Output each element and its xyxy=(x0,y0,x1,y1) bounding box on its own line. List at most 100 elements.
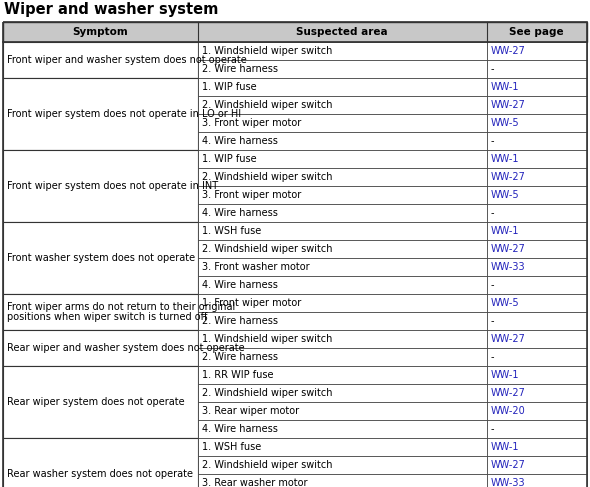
Bar xyxy=(3,366,198,438)
Text: WW-27: WW-27 xyxy=(490,100,526,110)
Bar xyxy=(487,312,587,330)
Bar xyxy=(487,186,587,204)
Text: 1. Windshield wiper switch: 1. Windshield wiper switch xyxy=(202,334,332,344)
Bar xyxy=(198,222,487,240)
Bar xyxy=(487,240,587,258)
Bar xyxy=(487,384,587,402)
Bar xyxy=(487,420,587,438)
Text: 3. Rear washer motor: 3. Rear washer motor xyxy=(202,478,307,487)
Text: 3. Rear wiper motor: 3. Rear wiper motor xyxy=(202,406,299,416)
Bar xyxy=(198,96,487,114)
Text: WW-20: WW-20 xyxy=(490,406,525,416)
Bar xyxy=(198,420,487,438)
Text: WW-1: WW-1 xyxy=(490,154,519,164)
Bar xyxy=(487,78,587,96)
Text: WW-5: WW-5 xyxy=(490,190,519,200)
Bar xyxy=(3,294,198,330)
Text: 4. Wire harness: 4. Wire harness xyxy=(202,136,278,146)
Text: 4. Wire harness: 4. Wire harness xyxy=(202,424,278,434)
Text: 1. WIP fuse: 1. WIP fuse xyxy=(202,154,257,164)
Text: 3. Front wiper motor: 3. Front wiper motor xyxy=(202,190,301,200)
Bar xyxy=(487,474,587,487)
Text: 2. Windshield wiper switch: 2. Windshield wiper switch xyxy=(202,172,333,182)
Text: 4. Wire harness: 4. Wire harness xyxy=(202,280,278,290)
Bar xyxy=(198,456,487,474)
Text: Rear wiper and washer system does not operate: Rear wiper and washer system does not op… xyxy=(7,343,245,353)
Bar xyxy=(198,78,487,96)
Bar xyxy=(198,438,487,456)
Bar xyxy=(487,114,587,132)
Text: Wiper and washer system: Wiper and washer system xyxy=(4,2,218,17)
Text: WW-27: WW-27 xyxy=(490,46,526,56)
Text: WW-27: WW-27 xyxy=(490,388,526,398)
Text: WW-1: WW-1 xyxy=(490,82,519,92)
Bar xyxy=(198,330,487,348)
Bar xyxy=(487,294,587,312)
Text: Symptom: Symptom xyxy=(73,27,129,37)
Text: WW-1: WW-1 xyxy=(490,226,519,236)
Bar xyxy=(198,366,487,384)
Bar xyxy=(198,42,487,60)
Bar xyxy=(487,456,587,474)
Text: Front washer system does not operate: Front washer system does not operate xyxy=(7,253,195,263)
Text: 2. Windshield wiper switch: 2. Windshield wiper switch xyxy=(202,244,333,254)
Text: WW-5: WW-5 xyxy=(490,298,519,308)
Text: 2. Windshield wiper switch: 2. Windshield wiper switch xyxy=(202,100,333,110)
Bar xyxy=(487,168,587,186)
Text: -: - xyxy=(490,208,494,218)
Bar xyxy=(198,474,487,487)
Bar xyxy=(198,60,487,78)
Text: 3. Front washer motor: 3. Front washer motor xyxy=(202,262,310,272)
Text: 2. Wire harness: 2. Wire harness xyxy=(202,316,278,326)
Bar xyxy=(198,312,487,330)
Text: 3. Front wiper motor: 3. Front wiper motor xyxy=(202,118,301,128)
Bar xyxy=(198,204,487,222)
Text: 2. Wire harness: 2. Wire harness xyxy=(202,352,278,362)
Bar xyxy=(487,348,587,366)
Text: 2. Wire harness: 2. Wire harness xyxy=(202,64,278,74)
Text: WW-33: WW-33 xyxy=(490,262,525,272)
Text: WW-33: WW-33 xyxy=(490,478,525,487)
Text: Front wiper arms do not return to their original: Front wiper arms do not return to their … xyxy=(7,302,235,313)
Text: 1. RR WIP fuse: 1. RR WIP fuse xyxy=(202,370,274,380)
Bar xyxy=(487,204,587,222)
Bar xyxy=(487,438,587,456)
Text: Rear wiper system does not operate: Rear wiper system does not operate xyxy=(7,397,185,407)
Bar xyxy=(487,366,587,384)
Bar xyxy=(3,330,198,366)
Text: 1. WSH fuse: 1. WSH fuse xyxy=(202,442,261,452)
Text: Front wiper and washer system does not operate: Front wiper and washer system does not o… xyxy=(7,55,247,65)
Bar xyxy=(487,330,587,348)
Bar xyxy=(487,60,587,78)
Bar xyxy=(198,294,487,312)
Bar xyxy=(3,22,587,42)
Text: 1. Windshield wiper switch: 1. Windshield wiper switch xyxy=(202,46,332,56)
Bar xyxy=(3,438,198,487)
Bar xyxy=(3,78,198,150)
Text: -: - xyxy=(490,352,494,362)
Bar xyxy=(198,348,487,366)
Bar xyxy=(3,150,198,222)
Bar xyxy=(198,402,487,420)
Text: positions when wiper switch is turned off: positions when wiper switch is turned of… xyxy=(7,312,207,321)
Text: 1. WIP fuse: 1. WIP fuse xyxy=(202,82,257,92)
Bar xyxy=(198,168,487,186)
Bar xyxy=(198,132,487,150)
Bar xyxy=(198,186,487,204)
Bar xyxy=(487,402,587,420)
Bar xyxy=(198,384,487,402)
Bar xyxy=(487,132,587,150)
Bar xyxy=(198,150,487,168)
Bar xyxy=(198,258,487,276)
Text: 2. Windshield wiper switch: 2. Windshield wiper switch xyxy=(202,460,333,470)
Bar xyxy=(487,222,587,240)
Text: 2. Windshield wiper switch: 2. Windshield wiper switch xyxy=(202,388,333,398)
Text: Rear washer system does not operate: Rear washer system does not operate xyxy=(7,469,193,479)
Text: -: - xyxy=(490,316,494,326)
Text: WW-27: WW-27 xyxy=(490,460,526,470)
Text: 1. WSH fuse: 1. WSH fuse xyxy=(202,226,261,236)
Text: 1. Front wiper motor: 1. Front wiper motor xyxy=(202,298,301,308)
Text: 4. Wire harness: 4. Wire harness xyxy=(202,208,278,218)
Text: WW-27: WW-27 xyxy=(490,244,526,254)
Text: -: - xyxy=(490,280,494,290)
